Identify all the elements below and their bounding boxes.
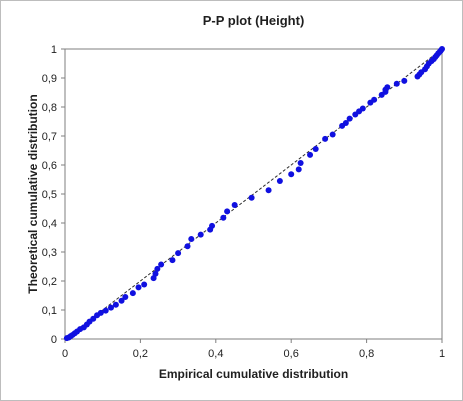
y-tick-label: 0,6 [42, 160, 57, 172]
x-axis-label: Empirical cumulative distribution [159, 367, 348, 381]
data-point [209, 222, 216, 229]
data-points [63, 46, 445, 342]
y-axis-ticks: 0 0,1 0,2 0,3 0,4 0,5 0,6 0,7 0,8 0,9 1 [42, 44, 65, 346]
data-point [312, 146, 319, 153]
x-tick-label: 0,6 [284, 348, 299, 360]
data-point [90, 315, 97, 322]
data-point [220, 214, 227, 221]
data-point [359, 105, 366, 112]
data-point [107, 304, 114, 311]
data-point [393, 80, 400, 87]
x-tick-label: 0 [62, 348, 68, 360]
y-tick-label: 0,3 [42, 247, 57, 259]
data-point [288, 171, 295, 178]
y-tick-label: 0,8 [42, 102, 57, 114]
data-point [122, 293, 129, 300]
x-tick-label: 0,2 [133, 348, 148, 360]
y-tick-label: 0,4 [42, 218, 57, 230]
chart-title: P-P plot (Height) [203, 13, 305, 28]
data-point [175, 250, 182, 257]
data-point [184, 243, 191, 250]
y-tick-label: 0,7 [42, 131, 57, 143]
y-tick-label: 1 [51, 44, 57, 56]
data-point [346, 115, 353, 122]
data-point [118, 297, 125, 304]
data-point [135, 284, 142, 291]
data-point [112, 301, 119, 308]
y-tick-label: 0 [51, 334, 57, 346]
data-point [154, 265, 161, 272]
data-point [224, 208, 231, 215]
data-point [152, 270, 159, 277]
data-point [342, 119, 349, 126]
reference-line [64, 48, 443, 340]
data-point [248, 194, 255, 201]
y-tick-label: 0,2 [42, 276, 57, 288]
data-point [197, 231, 204, 238]
y-axis-label: Theoretical cumulative distribution [26, 94, 40, 293]
data-point [297, 159, 304, 166]
y-tick-label: 0,5 [42, 189, 57, 201]
x-tick-label: 1 [439, 348, 445, 360]
x-tick-label: 0,8 [359, 348, 374, 360]
data-point [401, 77, 408, 84]
data-point [295, 166, 302, 173]
data-point [102, 307, 109, 314]
data-point [231, 202, 238, 209]
y-tick-label: 0,9 [42, 73, 57, 85]
data-point [188, 235, 195, 242]
data-point [307, 151, 314, 158]
data-point [97, 309, 104, 316]
data-point [158, 261, 165, 268]
data-point [169, 257, 176, 264]
data-point [322, 135, 329, 142]
data-point [129, 290, 136, 297]
data-point [276, 177, 283, 184]
y-tick-label: 0,1 [42, 305, 57, 317]
data-point [371, 96, 378, 103]
x-tick-label: 0,4 [208, 348, 223, 360]
data-point [141, 281, 148, 288]
x-axis-ticks: 0 0,2 0,4 0,6 0,8 1 [62, 339, 445, 360]
data-point [329, 131, 336, 138]
data-point [265, 187, 272, 194]
data-point [384, 84, 391, 91]
data-point [439, 46, 445, 52]
